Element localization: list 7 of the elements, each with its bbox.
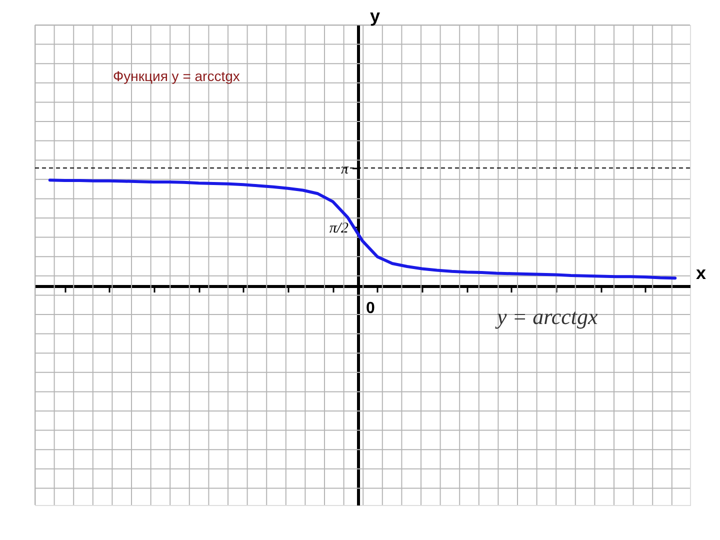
y-axis-title: y — [370, 6, 380, 26]
x-axis-title: x — [696, 263, 706, 284]
annotation: y = arcctgx — [495, 304, 598, 329]
text: Функция y = arcctgx — [113, 68, 240, 84]
y-tick-label: π/2 — [329, 220, 349, 237]
line-series — [48, 178, 677, 280]
annotation: 0 — [366, 300, 375, 318]
